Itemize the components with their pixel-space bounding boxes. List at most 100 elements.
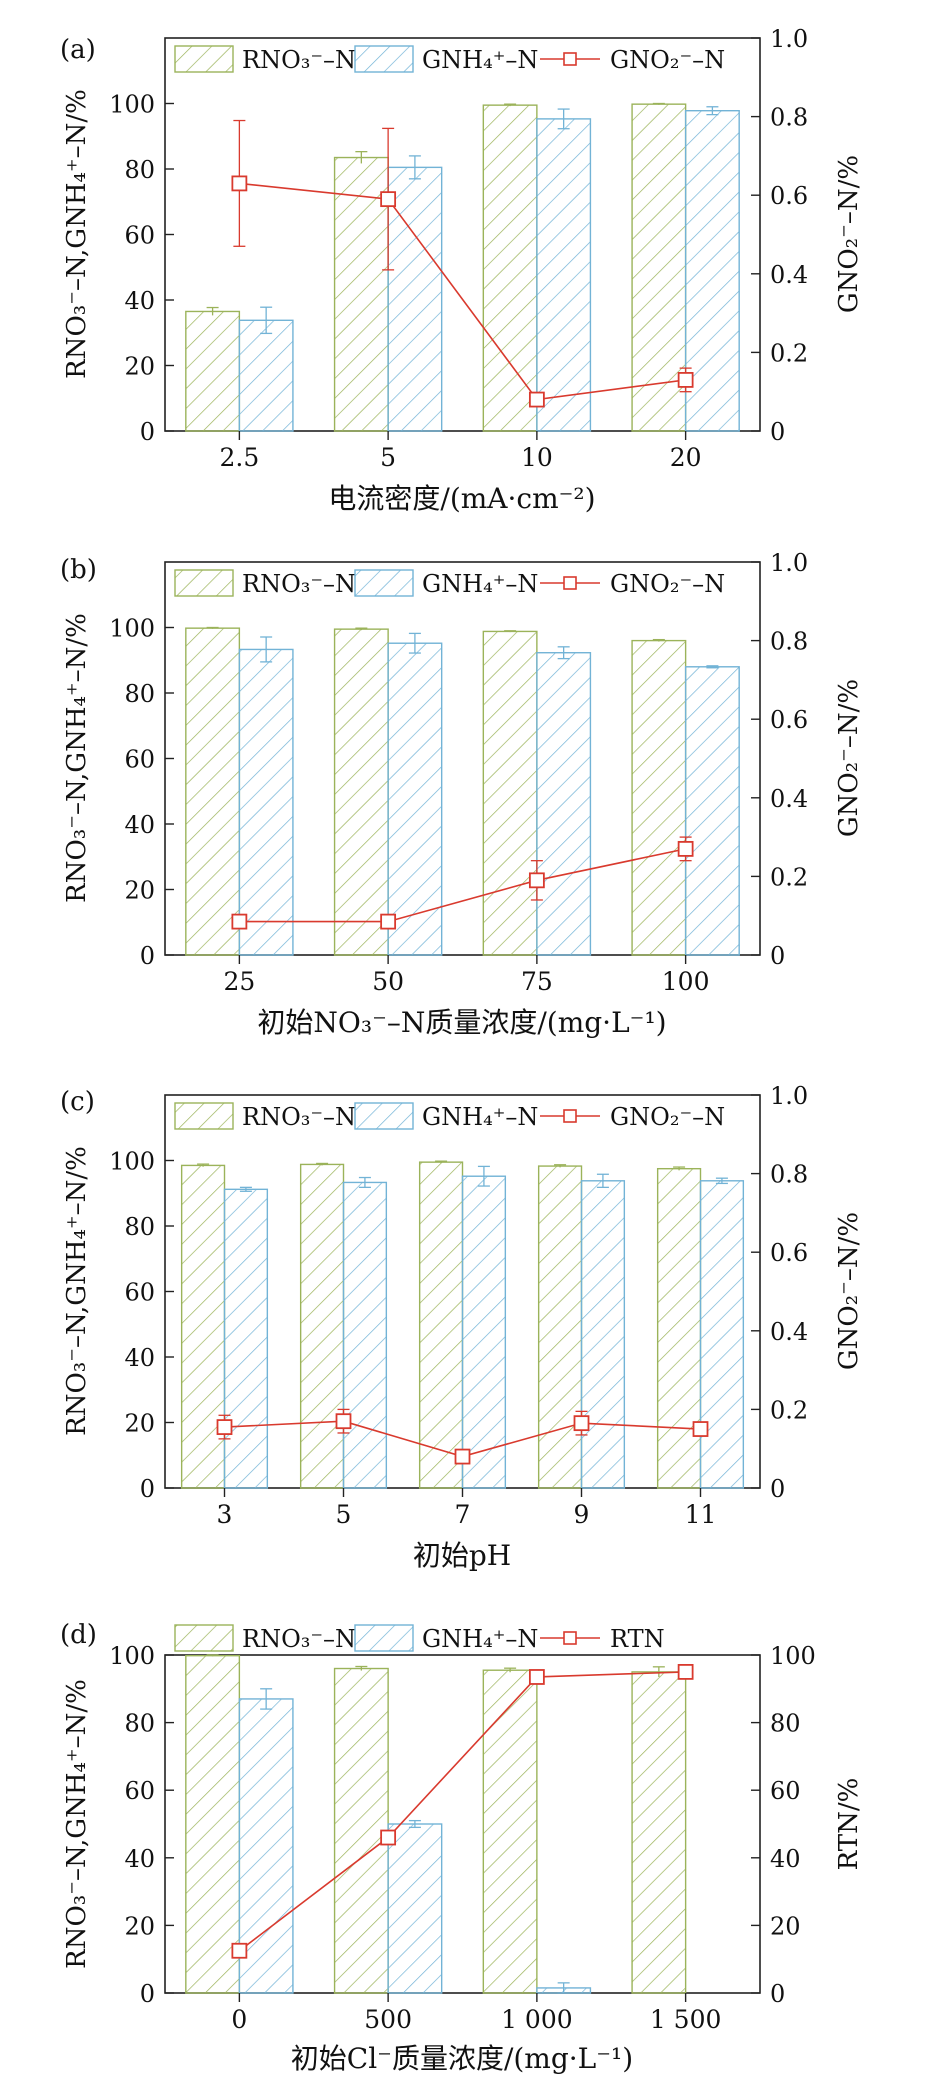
y2-tick-label: 1.0 — [770, 1082, 808, 1110]
x-tick-label: 50 — [372, 967, 404, 996]
line-marker — [528, 1669, 545, 1685]
panel-c-line — [216, 1408, 709, 1465]
y-tick-label: 40 — [124, 287, 155, 315]
legend-marker — [563, 1631, 577, 1645]
bar-rno3 — [185, 627, 241, 956]
y2-tick-label: 0 — [770, 942, 785, 970]
legend-label-1: RNO₃⁻–N — [242, 570, 356, 598]
y2-tick-label: 0.2 — [770, 339, 808, 367]
legend-label-2: GNH₄⁺–N — [422, 570, 538, 598]
panel-a-ylabel: RNO₃⁻–N,GNH₄⁺–N/% — [62, 89, 92, 379]
y-tick-label: 40 — [124, 1344, 155, 1372]
y-tick-label: 80 — [124, 1710, 155, 1738]
line-series — [239, 182, 686, 401]
line-marker — [380, 913, 397, 930]
legend-label-1: RNO₃⁻–N — [242, 1103, 356, 1131]
panel-a-yticks: 0 20 40 60 80 100 — [109, 91, 174, 446]
bar-gnh4 — [387, 642, 443, 956]
panel-b-xticks: 25 50 75 100 — [223, 955, 709, 996]
x-tick-label: 5 — [336, 1500, 352, 1529]
bar-rno3 — [537, 1165, 583, 1489]
x-tick-label: 20 — [670, 443, 702, 472]
legend-label-3: GNO₂⁻–N — [610, 46, 725, 74]
panel-c-xticks: 3 5 7 9 11 — [217, 1488, 716, 1529]
y-tick-label: 20 — [124, 1410, 155, 1438]
panel-b-label: (b) — [60, 555, 97, 585]
panel-d-xlabel: 初始Cl⁻质量浓度/(mg·L⁻¹) — [291, 2042, 633, 2075]
panel-a-y2ticks: 0 0.2 0.4 0.6 0.8 1.0 — [751, 25, 808, 446]
panel-a-bars — [185, 102, 740, 432]
y2-tick-label: 40 — [770, 1845, 801, 1873]
legend-swatch-green — [174, 1624, 234, 1652]
y2-tick-label: 0.8 — [770, 104, 808, 132]
panel-b-y2label: GNO₂⁻–N/% — [834, 679, 864, 837]
panel-b-line — [231, 836, 694, 930]
panel-c-yticks: 0 20 40 60 80 100 — [109, 1148, 174, 1503]
legend-label-2: GNH₄⁺–N — [422, 1103, 538, 1131]
line-series — [239, 848, 686, 923]
y-tick-label: 100 — [109, 1642, 155, 1670]
panel-b-xlabel: 初始NO₃⁻–N质量浓度/(mg·L⁻¹) — [257, 1006, 666, 1039]
panel-b-yticks: 0 20 40 60 80 100 — [109, 615, 174, 970]
panel-c-ylabel: RNO₃⁻–N,GNH₄⁺–N/% — [62, 1146, 92, 1436]
x-tick-label: 5 — [380, 443, 396, 472]
bar-gnh4 — [387, 1823, 443, 1994]
panel-d-ylabel: RNO₃⁻–N,GNH₄⁺–N/% — [62, 1679, 92, 1969]
y-tick-label: 20 — [124, 353, 155, 381]
panel-c-bars — [180, 1160, 745, 1489]
bar-rno3 — [482, 1669, 538, 1994]
bar-gnh4 — [238, 1698, 294, 1994]
y2-tick-label: 80 — [770, 1710, 801, 1738]
x-tick-label: 25 — [223, 967, 255, 996]
line-marker — [528, 872, 545, 889]
y-tick-label: 20 — [124, 877, 155, 905]
panel-b-ylabel: RNO₃⁻–N,GNH₄⁺–N/% — [62, 613, 92, 903]
y2-tick-label: 0 — [770, 1475, 785, 1503]
bar-gnh4 — [699, 1180, 745, 1489]
panel-d-y2ticks: 0 20 40 60 80 100 — [751, 1642, 816, 2008]
bar-rno3 — [418, 1161, 464, 1489]
panel-d: (d) 0 20 40 60 80 100 0 20 40 60 80 100 0 500 1 000 1… — [60, 1620, 864, 2075]
y-tick-label: 80 — [124, 1213, 155, 1241]
x-tick-label: 0 — [231, 2005, 247, 2034]
y-tick-label: 0 — [140, 942, 155, 970]
line-marker — [231, 175, 248, 192]
bar-gnh4 — [238, 319, 294, 432]
bar-gnh4 — [580, 1180, 626, 1489]
bar-rno3 — [482, 104, 538, 432]
bar-gnh4 — [461, 1175, 507, 1489]
bar-gnh4 — [238, 648, 294, 956]
x-tick-label: 1 500 — [650, 2005, 722, 2034]
panel-a-label: (a) — [60, 35, 96, 65]
y-tick-label: 0 — [140, 1475, 155, 1503]
panel-b-bars — [185, 626, 740, 956]
panel-a-xlabel: 电流密度/(mA·cm⁻²) — [328, 482, 595, 515]
y-tick-label: 40 — [124, 1845, 155, 1873]
bar-rno3 — [631, 639, 687, 956]
bar-gnh4 — [684, 666, 740, 956]
panel-b: (b) 0 20 40 60 80 100 0 0.2 0.4 0.6 0.8 1.0 25 50 75… — [60, 549, 864, 1039]
x-tick-label: 9 — [574, 1500, 590, 1529]
y2-tick-label: 0.4 — [770, 1318, 808, 1346]
y-tick-label: 0 — [140, 1980, 155, 2008]
y2-tick-label: 0 — [770, 418, 785, 446]
bar-gnh4 — [342, 1181, 388, 1489]
y2-tick-label: 0.6 — [770, 182, 808, 210]
legend-swatch-blue — [354, 1102, 414, 1130]
panel-a: (a) 0 20 40 60 80 100 0 0.2 0.4 0.6 0.8 1.0 2.5 5 10… — [60, 25, 864, 515]
y-tick-label: 60 — [124, 1777, 155, 1805]
line-series — [238, 1671, 686, 1952]
legend-swatch-blue — [354, 569, 414, 597]
x-tick-label: 3 — [217, 1500, 233, 1529]
y-tick-label: 100 — [109, 91, 155, 119]
panel-c: (c) 0 20 40 60 80 100 0 0.2 0.4 0.6 0.8 1.0 3 5 7 9 11… — [60, 1082, 864, 1572]
panel-a-legend: RNO₃⁻–N GNH₄⁺–N GNO₂⁻–N — [174, 45, 725, 74]
y-tick-label: 60 — [124, 222, 155, 250]
y2-tick-label: 0.4 — [770, 785, 808, 813]
panel-d-frame — [164, 1654, 761, 1994]
y2-tick-label: 0.4 — [770, 261, 808, 289]
x-tick-label: 100 — [662, 967, 710, 996]
x-tick-label: 75 — [521, 967, 553, 996]
y-tick-label: 80 — [124, 680, 155, 708]
y2-tick-label: 1.0 — [770, 549, 808, 577]
